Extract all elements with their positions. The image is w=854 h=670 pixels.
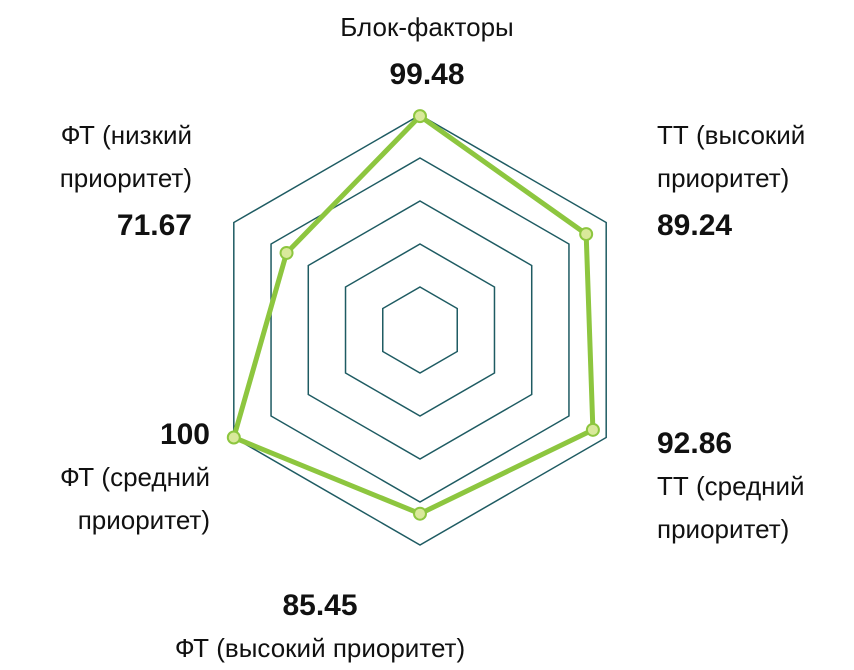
data-point xyxy=(579,227,594,242)
category-label: ФТ (средний приоритет) xyxy=(60,462,210,535)
value-label: 92.86 xyxy=(657,427,733,460)
grid-ring xyxy=(344,243,496,417)
data-point xyxy=(413,506,427,521)
axis-label: ТТ (высокий приоритет) 89.24 xyxy=(657,114,854,247)
grid-ring xyxy=(382,286,458,374)
axis-label: 85.45 ФТ (высокий приоритет) xyxy=(120,584,520,670)
axis-label: Блок-факторы 99.48 xyxy=(327,6,527,96)
grid-ring xyxy=(270,157,570,503)
category-label: ТТ (высокий приоритет) xyxy=(657,120,806,193)
category-label: ТТ (средний приоритет) xyxy=(657,471,805,544)
category-label: ФТ (низкий приоритет) xyxy=(59,120,192,193)
data-line xyxy=(231,113,596,517)
data-point xyxy=(226,430,241,445)
category-label: Блок-факторы xyxy=(340,12,514,42)
grid-ring xyxy=(307,200,533,460)
data-point xyxy=(413,109,427,124)
axis-label: 92.86 ТТ (средний приоритет) xyxy=(657,422,854,551)
value-label: 99.48 xyxy=(389,58,465,91)
category-label: ФТ (высокий приоритет) xyxy=(174,633,466,663)
value-label: 89.24 xyxy=(657,209,733,242)
axis-label: 100 ФТ (средний приоритет) xyxy=(10,413,210,542)
grid-ring xyxy=(233,114,607,546)
data-point xyxy=(279,245,294,260)
data-point xyxy=(585,422,600,437)
value-label: 100 xyxy=(159,418,210,451)
axis-label: ФТ (низкий приоритет) 71.67 xyxy=(0,114,192,247)
value-label: 85.45 xyxy=(282,589,358,622)
value-label: 71.67 xyxy=(116,209,192,242)
